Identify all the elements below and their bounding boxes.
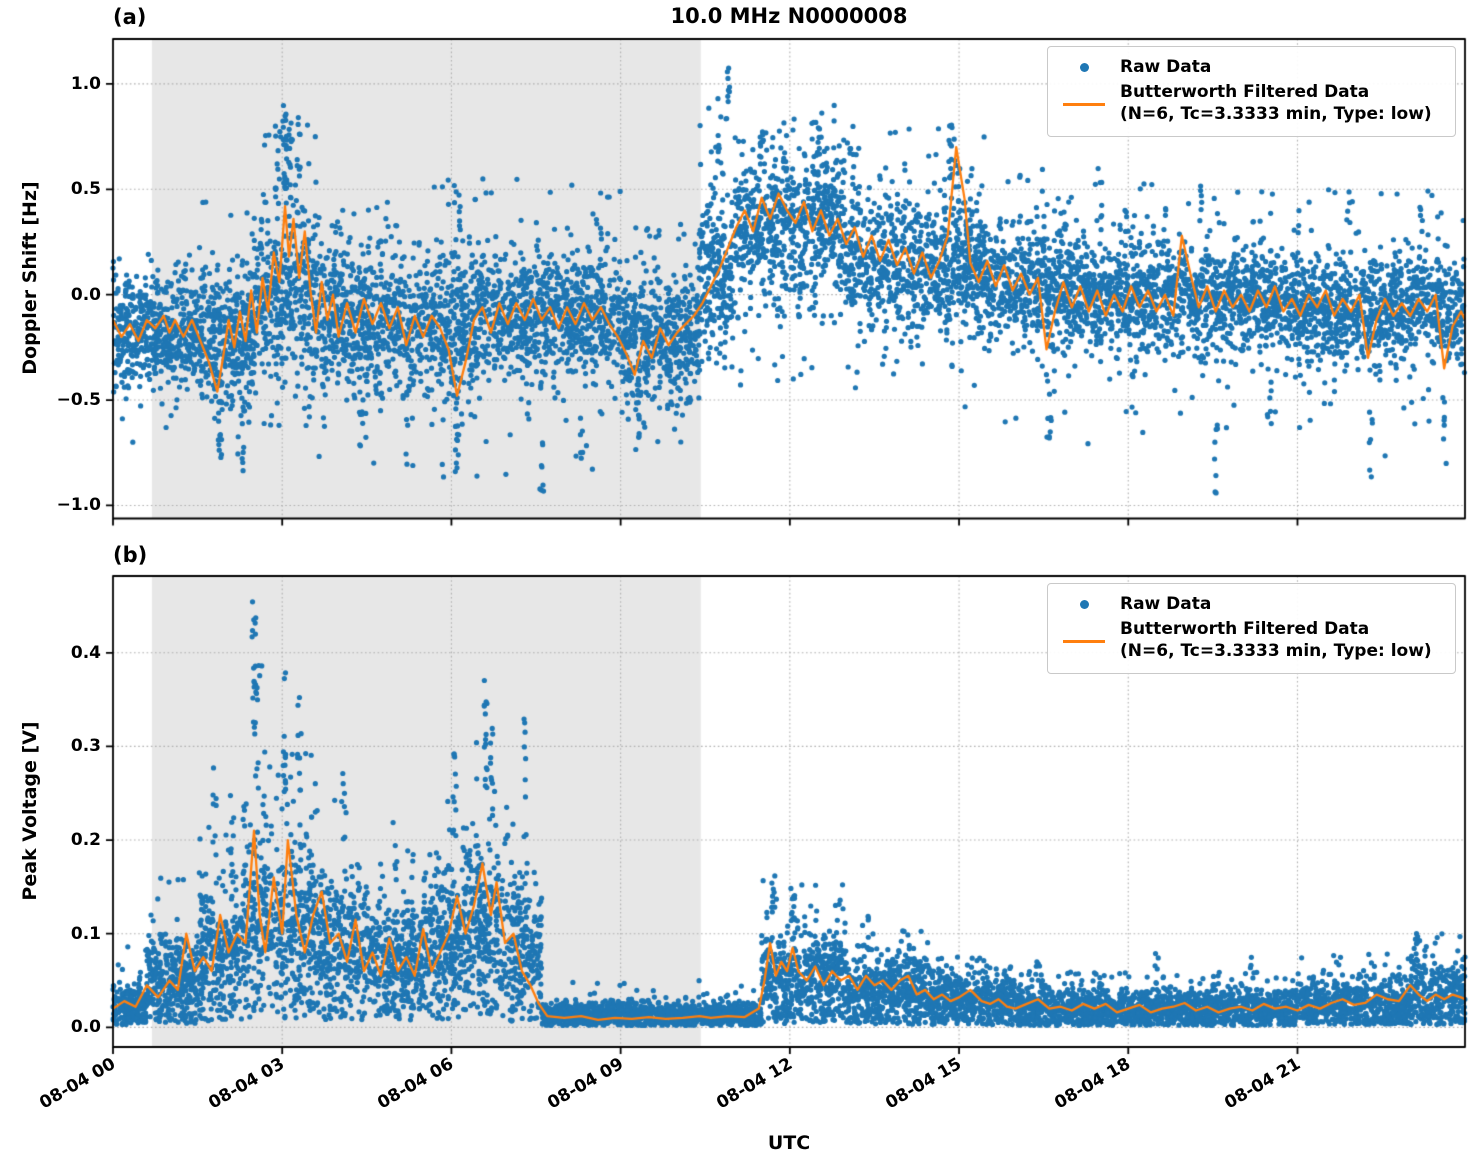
filtered-line-marker-icon [1048,81,1120,127]
y-tick-label: −0.5 [56,390,101,411]
y-tick-label: 0.4 [70,642,101,663]
legend-entry-raw: Raw Data [1048,56,1445,79]
panel-label-a: (a) [113,5,147,29]
y-tick-label: 0.5 [70,179,101,200]
y-tick-label: 0.2 [70,830,101,851]
figure-title: 10.0 MHz N0000008 [670,4,908,28]
y-tick-label: −1.0 [56,495,101,516]
legend-filtered-label: Butterworth Filtered Data (N=6, Tc=3.3333… [1120,82,1432,125]
y-tick-label: 0.1 [70,923,101,944]
x-axis-label: UTC [767,1132,811,1154]
panel-label-b: (b) [113,543,148,567]
legend-entry-raw: Raw Data [1048,593,1445,616]
legend-filtered-label: Butterworth Filtered Data (N=6, Tc=3.3333… [1120,619,1432,662]
legend-a: Raw Data Butterworth Filtered Data (N=6, … [1047,46,1456,137]
raw-data-marker-icon [1048,56,1120,79]
y-tick-label: 0.0 [70,1017,101,1038]
y-tick-label: 0.0 [70,284,101,305]
raw-data-marker-icon [1048,593,1120,616]
legend-entry-filtered: Butterworth Filtered Data (N=6, Tc=3.3333… [1048,618,1445,664]
y-tick-label: 0.3 [70,736,101,757]
y-tick-label: 1.0 [70,73,101,94]
legend-b: Raw Data Butterworth Filtered Data (N=6, … [1047,583,1456,674]
filtered-line-marker-icon [1048,618,1120,664]
legend-entry-filtered: Butterworth Filtered Data (N=6, Tc=3.3333… [1048,81,1445,127]
y-axis-label-a: Doppler Shift [Hz] [19,181,41,375]
legend-raw-label: Raw Data [1120,57,1212,77]
legend-raw-label: Raw Data [1120,594,1212,614]
